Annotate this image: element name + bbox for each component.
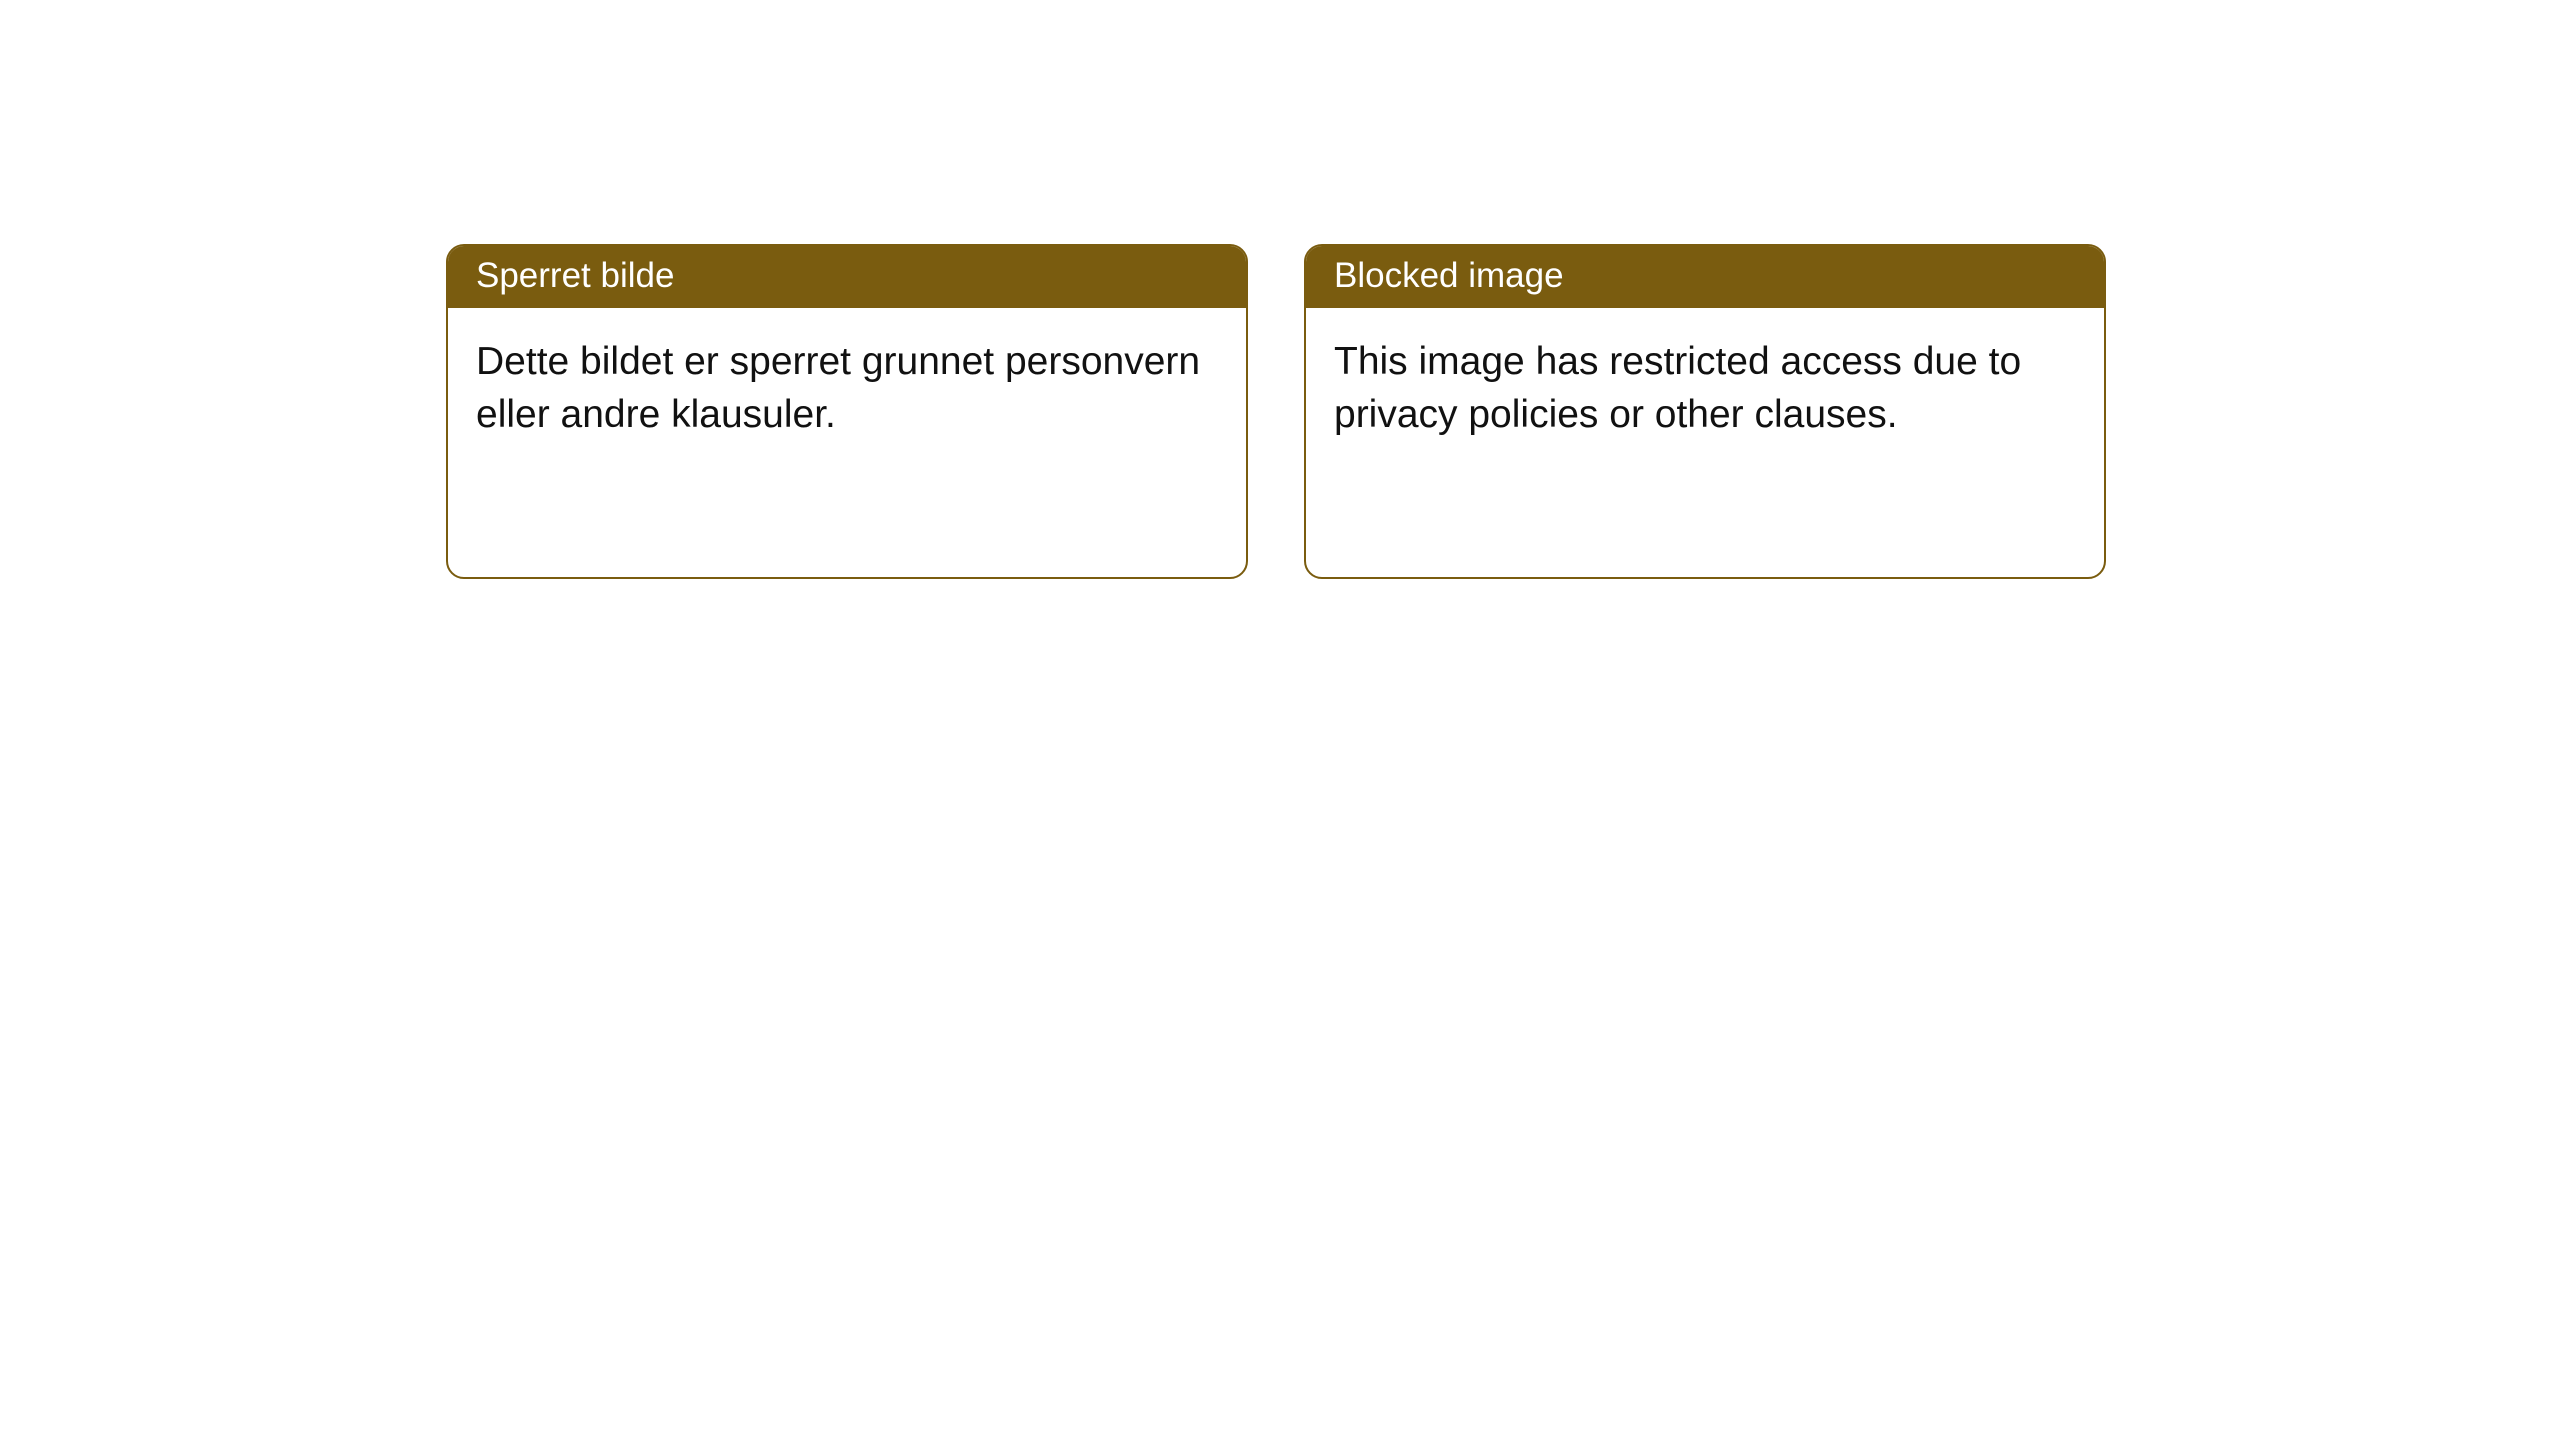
- notice-header-norwegian: Sperret bilde: [448, 246, 1246, 308]
- notice-card-norwegian: Sperret bilde Dette bildet er sperret gr…: [446, 244, 1248, 579]
- notice-container: Sperret bilde Dette bildet er sperret gr…: [0, 0, 2560, 579]
- notice-body-english: This image has restricted access due to …: [1306, 308, 2104, 469]
- notice-card-english: Blocked image This image has restricted …: [1304, 244, 2106, 579]
- notice-header-english: Blocked image: [1306, 246, 2104, 308]
- notice-body-norwegian: Dette bildet er sperret grunnet personve…: [448, 308, 1246, 469]
